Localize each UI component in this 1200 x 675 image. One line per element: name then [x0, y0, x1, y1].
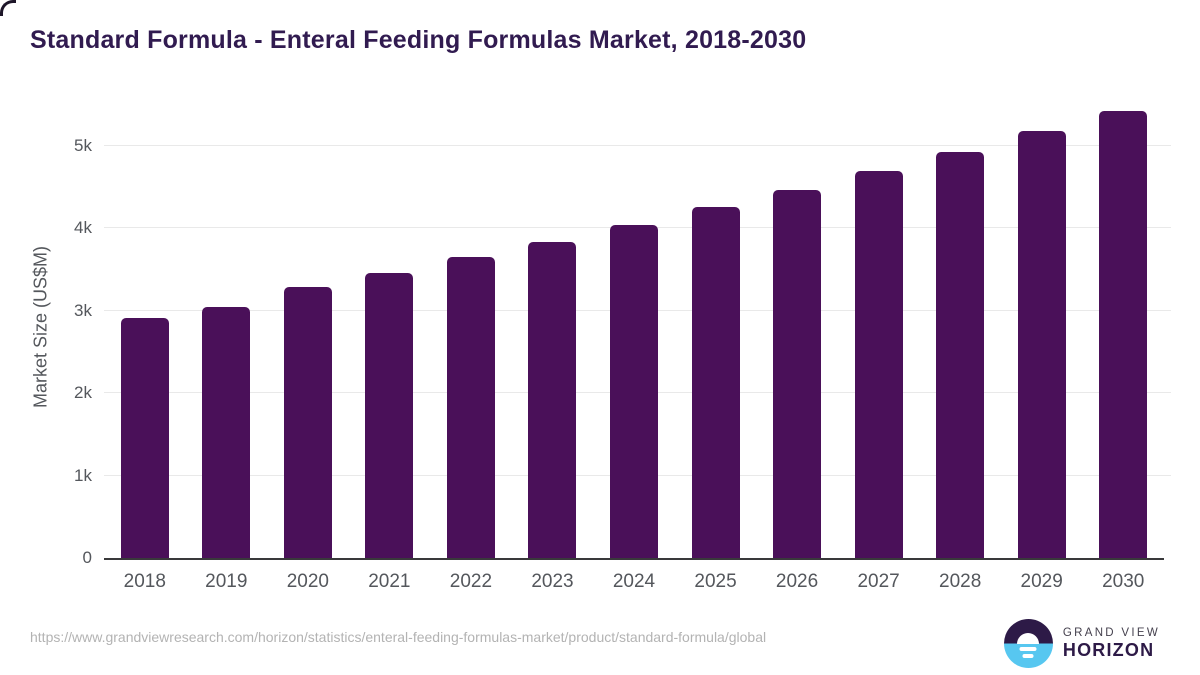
bar-2024[interactable]: [609, 225, 658, 558]
grand-view-horizon-logo: GRAND VIEW HORIZON: [1003, 619, 1160, 668]
x-axis-label: 2018: [123, 571, 166, 592]
horizon-sunset-icon: [1003, 619, 1053, 668]
x-axis-label: 2023: [531, 571, 574, 592]
x-axis-label: 2022: [449, 571, 493, 592]
bar-2019[interactable]: [202, 307, 251, 558]
bar-2027[interactable]: [854, 171, 903, 558]
bar-slot: 2022: [430, 96, 512, 592]
source-url: https://www.grandviewresearch.com/horizo…: [30, 629, 767, 645]
bar-slot: 2024: [593, 96, 675, 592]
widget-corner-border: [0, 0, 16, 16]
x-axis-label: 2024: [612, 571, 656, 592]
bar-slot: 2020: [267, 96, 349, 592]
bar-2029[interactable]: [1017, 131, 1066, 558]
bar-slot: 2025: [675, 96, 757, 592]
sun-dome-shape: [1017, 632, 1040, 644]
bar-slot: 2019: [186, 96, 268, 592]
plot-area: 0 1k 2k 3k 4k 5k 2018 2019 2020 2021 2022 2023 2024 2…: [74, 96, 1171, 592]
bar-2021[interactable]: [365, 272, 414, 558]
bar-slot: 2026: [756, 96, 838, 592]
bar-2022[interactable]: [446, 257, 495, 558]
y-axis-tick-label: 2k: [74, 383, 92, 402]
x-axis-label: 2019: [205, 571, 248, 592]
bar-slot: 2021: [349, 96, 431, 592]
logo-text: GRAND VIEW HORIZON: [1063, 627, 1160, 661]
bar-2018[interactable]: [120, 317, 169, 558]
y-axis-tick-label: 4k: [74, 218, 92, 237]
y-axis-tick-label: 0: [82, 548, 92, 567]
x-axis-label: 2027: [857, 571, 900, 592]
gridline: [104, 144, 1171, 146]
x-axis-label: 2030: [1102, 571, 1145, 592]
x-axis-label: 2028: [939, 571, 982, 592]
sun-reflection-line: [1019, 646, 1037, 651]
bar-2020[interactable]: [283, 286, 332, 558]
bar-2023[interactable]: [528, 241, 577, 558]
chart-title: Standard Formula - Enteral Feeding Formu…: [30, 26, 807, 54]
y-axis-tick-label: 3k: [74, 300, 92, 320]
bar-2030[interactable]: [1099, 110, 1148, 558]
logo-brand-name: GRAND VIEW: [1062, 626, 1160, 639]
x-axis-label: 2021: [368, 571, 411, 592]
bar-slot: 2023: [512, 96, 594, 592]
logo-product-name: HORIZON: [1062, 639, 1155, 660]
x-axis-label: 2020: [286, 571, 329, 592]
bar-slot: 2027: [838, 96, 920, 592]
bar-2028[interactable]: [936, 152, 985, 558]
bar-slot: 2030: [1082, 96, 1164, 592]
y-axis-tick-label: 1k: [74, 465, 92, 485]
bar-slot: 2028: [919, 96, 1001, 592]
x-axis-label: 2029: [1020, 571, 1063, 592]
x-axis-label: 2025: [694, 571, 737, 592]
sun-reflection-line: [1022, 653, 1034, 658]
bar-2025[interactable]: [691, 206, 740, 558]
y-axis-tick-label: 5k: [74, 135, 92, 155]
bar-slot: 2029: [1001, 96, 1083, 592]
bar-slot: 2018: [104, 96, 186, 592]
x-axis-label: 2026: [775, 571, 819, 592]
bar-2026[interactable]: [773, 189, 822, 558]
